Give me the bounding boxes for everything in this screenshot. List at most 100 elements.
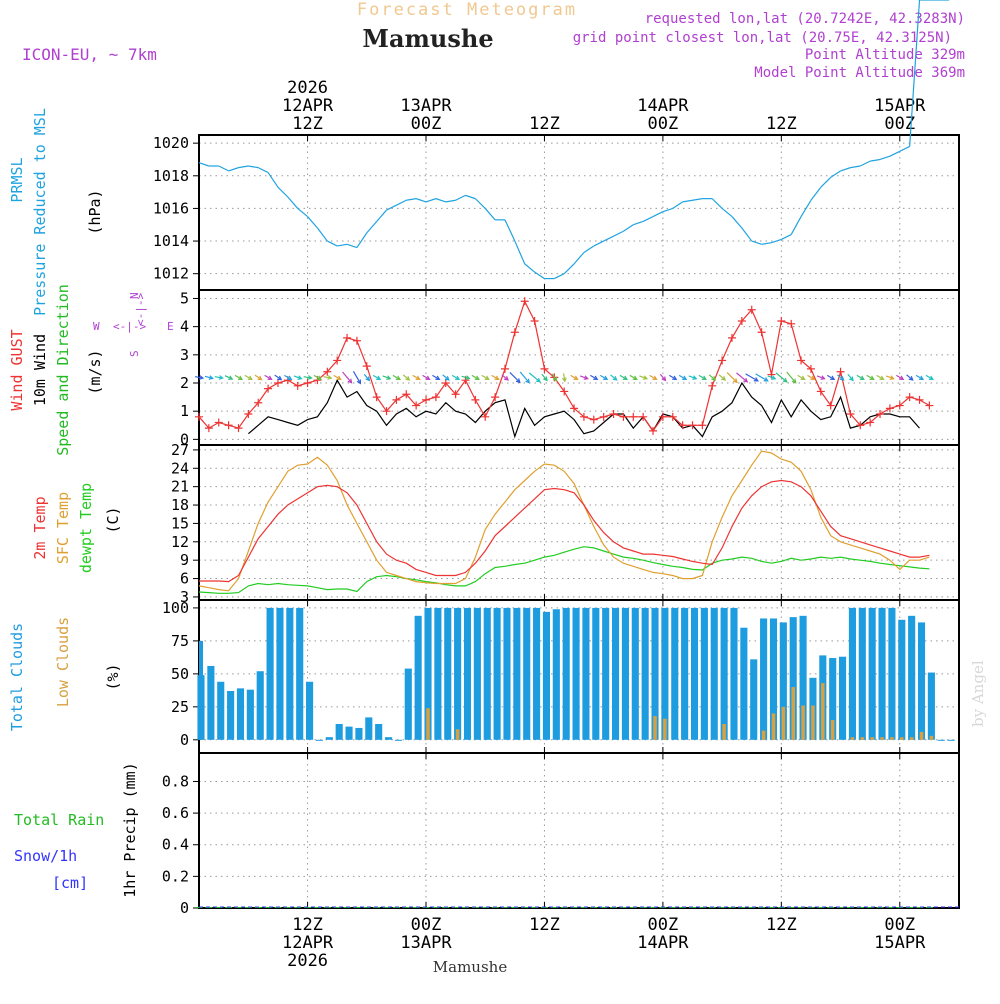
total-cloud-bar — [858, 607, 866, 740]
wind-direction-arrowhead — [474, 375, 480, 380]
total-cloud-bar — [720, 607, 728, 740]
ytick-label: 3 — [180, 588, 189, 606]
pressure-segment — [830, 170, 841, 178]
top-tick-label: 12Z — [529, 114, 560, 134]
wind-direction-arrow — [816, 375, 825, 380]
compass-e: E — [167, 320, 174, 333]
wind-direction-arrowhead — [743, 377, 749, 383]
wind-direction-arrowhead — [918, 375, 925, 380]
pressure-segment — [889, 150, 901, 157]
wind-direction-arrow — [194, 376, 204, 379]
top-tick-label: 15APR — [874, 96, 926, 116]
rain-bar — [767, 907, 776, 908]
pressure-segment — [781, 233, 792, 240]
bottom-tick-label: 12Z — [766, 915, 797, 935]
temp-sfc-line — [198, 450, 930, 592]
wind-direction-arrow — [786, 371, 797, 384]
top-tick-label: 2026 — [287, 78, 328, 98]
ytick-label: 1 — [180, 402, 189, 420]
low-cloud-bar — [850, 737, 855, 740]
snow-unit-label: [cm] — [52, 874, 88, 892]
gust-marker — [757, 328, 766, 337]
gust-marker — [737, 317, 746, 325]
gust-marker — [826, 401, 835, 410]
low-cloud-bar — [890, 737, 894, 740]
total-cloud-bar — [740, 627, 748, 740]
wind-direction-arrowhead — [365, 376, 371, 382]
wind-direction-arrowhead — [455, 375, 461, 380]
wind-direction-arrowhead — [386, 375, 392, 380]
pressure-segment — [228, 167, 239, 172]
gust-marker — [481, 412, 490, 421]
wind-direction-arrowhead — [830, 375, 836, 380]
top-tick-label: 12Z — [292, 114, 323, 134]
bottom-tick-label: 14APR — [637, 933, 689, 953]
ytick-label: 6 — [180, 570, 189, 588]
wind-direction-arrow — [755, 373, 768, 382]
wind-direction-arrowhead — [763, 377, 769, 382]
ytick-label: 1020 — [153, 134, 189, 152]
wind-direction-arrow — [579, 375, 588, 380]
wind-direction-arrow — [639, 375, 648, 380]
total-cloud-bar — [256, 671, 264, 740]
gust-marker — [520, 297, 529, 306]
wind-direction-arrowhead — [198, 375, 205, 380]
pressure-segment — [297, 207, 308, 218]
wind-direction-arrowhead — [583, 375, 589, 380]
wind-direction-arrow — [234, 374, 243, 380]
low-cloud-bar — [830, 720, 835, 740]
low-cloud-bar — [771, 713, 776, 740]
bottom-tick-label: 2026 — [287, 951, 328, 971]
pressure-label-2: Pressure Reduced to MSL — [31, 108, 49, 316]
pressure-segment — [860, 160, 871, 167]
rain-bar — [837, 907, 845, 908]
low-cloud-bar — [909, 737, 914, 740]
wind-direction-arrow — [659, 373, 666, 381]
gust-marker — [362, 362, 371, 371]
pressure-segment — [198, 162, 210, 167]
rain-bar — [264, 907, 272, 908]
top-tick-label: 14APR — [637, 96, 689, 116]
gust-marker — [343, 333, 352, 342]
wind-direction-arrowhead — [672, 375, 678, 380]
wind-direction-arrowhead — [347, 378, 353, 384]
low-cloud-bar — [860, 737, 865, 740]
pressure-segment — [524, 263, 535, 273]
wind-direction-arrowhead — [561, 377, 567, 383]
wind-direction-arrowhead — [316, 375, 322, 380]
wind-direction-arrowhead — [869, 375, 875, 380]
wind-direction-arrowhead — [820, 375, 826, 380]
total-cloud-bar — [789, 617, 797, 740]
pressure-segment — [840, 167, 851, 172]
rain-bar — [748, 907, 756, 908]
wind-direction-arrowhead — [839, 375, 845, 381]
total-cloud-bar — [839, 656, 847, 740]
wind-direction-arrowhead — [297, 375, 303, 380]
wind-direction-arrowhead — [552, 376, 557, 382]
wind-direction-arrow — [333, 374, 341, 380]
ytick-label: 5 — [180, 289, 189, 307]
total-cloud-bar — [325, 737, 333, 740]
bottom-tick-label: 12Z — [292, 915, 323, 935]
wind-direction-arrow — [392, 374, 401, 380]
pressure-panel: 1012 1014 1016 1018 1020 PRMSL Pressure Reduce… — [8, 0, 960, 316]
wind-direction-arrow — [570, 374, 578, 380]
top-tick-label: 12Z — [766, 114, 797, 134]
gust-marker — [846, 410, 855, 418]
total-cloud-bar — [384, 737, 393, 740]
total-clouds-label: Total Clouds — [8, 623, 26, 731]
temp-sfc-label: SFC Temp — [54, 492, 72, 564]
wind-direction-arrow — [619, 374, 628, 380]
gust-marker — [747, 305, 756, 314]
pressure-segment — [504, 219, 516, 242]
wind-direction-arrow — [528, 372, 541, 383]
rain-bar — [619, 907, 627, 908]
wind-direction-arrow — [925, 374, 934, 380]
total-cloud-bar — [908, 615, 916, 740]
wind-direction-arrowhead — [228, 375, 234, 380]
low-cloud-bar — [821, 683, 825, 740]
pressure-segment — [386, 204, 397, 211]
temp-2m-line — [199, 479, 930, 583]
total-cloud-bar — [947, 739, 955, 741]
